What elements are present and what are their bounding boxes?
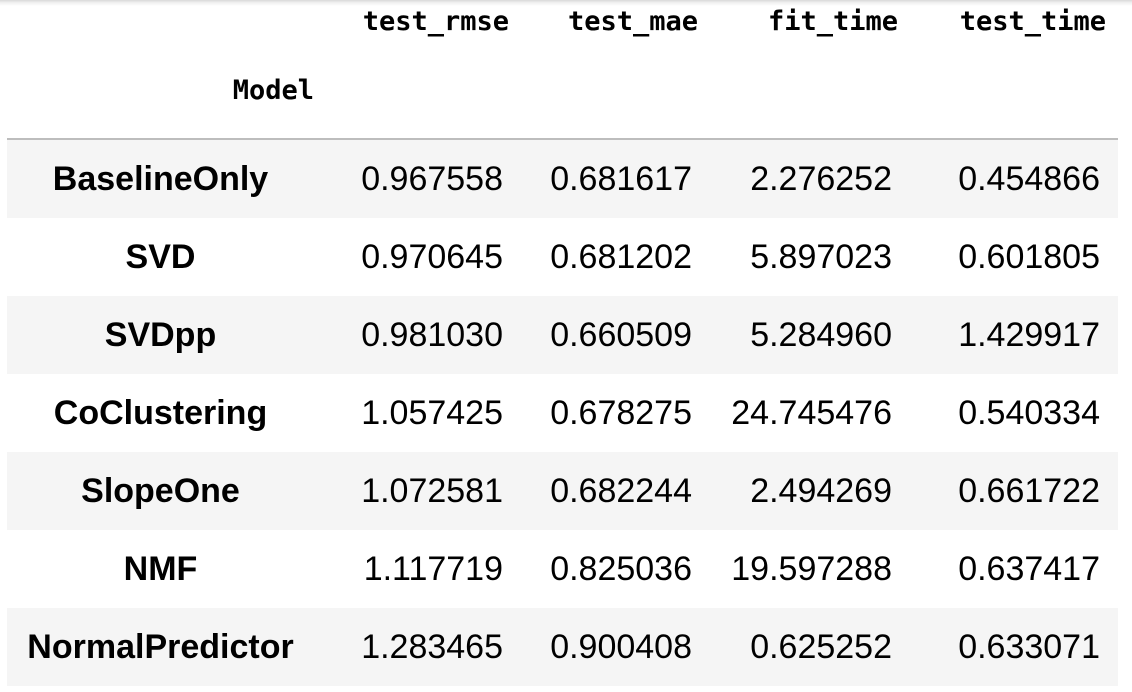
index-header-row: Model	[7, 42, 1118, 140]
column-header-test-mae: test_mae	[567, 5, 698, 37]
row-label: SVD	[125, 237, 196, 276]
cell-fit-time: 24.745476	[731, 393, 892, 432]
cell-test-mae: 0.681202	[550, 237, 692, 276]
table-row: SVDpp 0.981030 0.660509 5.284960 1.42991…	[7, 296, 1118, 374]
cell-test-time: 1.429917	[958, 315, 1100, 354]
cell-fit-time: 2.494269	[750, 471, 892, 510]
cell-fit-time: 19.597288	[731, 549, 892, 588]
column-header-row: test_rmse test_mae fit_time test_time	[7, 0, 1118, 42]
cell-test-rmse: 0.967558	[361, 159, 503, 198]
row-label: BaselineOnly	[52, 159, 269, 198]
cell-test-rmse: 0.981030	[361, 315, 503, 354]
table-row: CoClustering 1.057425 0.678275 24.745476…	[7, 374, 1118, 452]
cell-test-mae: 0.681617	[550, 159, 692, 198]
row-label: CoClustering	[53, 393, 268, 432]
cell-fit-time: 0.625252	[750, 627, 892, 666]
table-row: BaselineOnly 0.967558 0.681617 2.276252 …	[7, 139, 1118, 218]
column-header-fit-time: fit_time	[767, 5, 898, 37]
cell-test-time: 0.637417	[958, 549, 1100, 588]
table-row: NMF 1.117719 0.825036 19.597288 0.637417	[7, 530, 1118, 608]
row-label: SlopeOne	[81, 471, 240, 510]
cell-fit-time: 5.284960	[750, 315, 892, 354]
index-header-blank	[521, 42, 710, 140]
cell-test-time: 0.661722	[958, 471, 1100, 510]
cell-test-time: 0.454866	[958, 159, 1100, 198]
row-label: NormalPredictor	[27, 627, 294, 666]
cell-test-mae: 0.660509	[550, 315, 692, 354]
cell-test-mae: 0.900408	[550, 627, 692, 666]
table-row: NormalPredictor 1.283465 0.900408 0.6252…	[7, 608, 1118, 686]
dataframe-table: test_rmse test_mae fit_time test_time Mo…	[7, 0, 1118, 686]
cell-test-rmse: 1.057425	[361, 393, 503, 432]
index-name-header: Model	[7, 42, 314, 140]
row-label: NMF	[123, 549, 198, 588]
table-row: SlopeOne 1.072581 0.682244 2.494269 0.66…	[7, 452, 1118, 530]
corner-cell	[7, 0, 314, 42]
column-header-test-time: test_time	[959, 5, 1106, 37]
cell-test-mae: 0.682244	[550, 471, 692, 510]
index-header-blank	[710, 42, 910, 140]
cell-test-rmse: 1.117719	[363, 549, 503, 588]
column-header-test-rmse: test_rmse	[362, 5, 509, 37]
table-row: SVD 0.970645 0.681202 5.897023 0.601805	[7, 218, 1118, 296]
cell-fit-time: 2.276252	[750, 159, 892, 198]
cell-test-rmse: 1.283465	[361, 627, 503, 666]
top-shadow	[0, 0, 1132, 6]
cell-test-time: 0.601805	[958, 237, 1100, 276]
cell-test-time: 0.540334	[958, 393, 1100, 432]
cell-test-time: 0.633071	[958, 627, 1100, 666]
cell-test-mae: 0.825036	[550, 549, 692, 588]
cell-test-rmse: 1.072581	[361, 471, 503, 510]
cell-test-rmse: 0.970645	[361, 237, 503, 276]
cell-test-mae: 0.678275	[550, 393, 692, 432]
index-header-blank	[314, 42, 521, 140]
cell-fit-time: 5.897023	[750, 237, 892, 276]
row-label: SVDpp	[104, 315, 217, 354]
index-header-blank	[910, 42, 1118, 140]
